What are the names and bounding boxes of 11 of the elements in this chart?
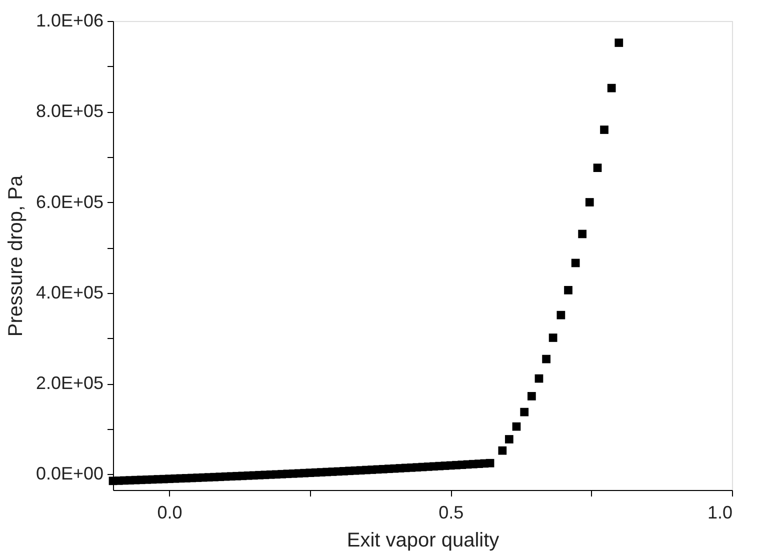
x-axis-title: Exit vapor quality [346, 530, 500, 552]
x-tick-label: 0.5 [438, 502, 464, 522]
y-tick-label: 1.0E+06 [36, 10, 104, 30]
y-tick-label: 2.0E+05 [36, 373, 104, 394]
y-axis-title: Pressure drop, Pa [4, 174, 27, 337]
x-tick-label: 0.0 [157, 502, 182, 522]
y-tick-label: 6.0E+05 [36, 192, 104, 212]
y-tick-label: 4.0E+05 [36, 282, 104, 302]
y-tick-label: 0.0E+00 [36, 464, 104, 484]
y-tick-label: 8.0E+05 [36, 101, 104, 122]
x-tick-label: 1.0 [707, 502, 732, 522]
